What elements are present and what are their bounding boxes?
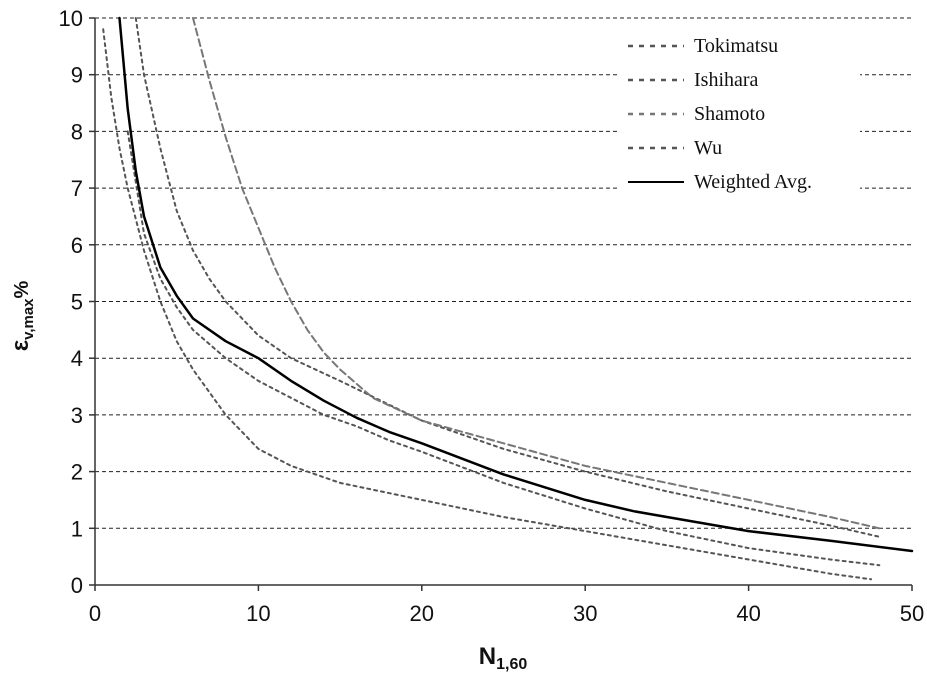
x-tick-label: 50 (900, 601, 924, 626)
x-axis-title-subscript: 1,60 (496, 656, 527, 673)
x-tick-label: 40 (736, 601, 760, 626)
y-tick-label: 8 (71, 119, 83, 144)
y-tick-label: 9 (71, 63, 83, 88)
legend-label: Wu (694, 137, 722, 159)
x-tick-labels: 0 10 20 30 40 50 (89, 585, 924, 626)
y-tick-label: 4 (71, 346, 83, 371)
legend: Tokimatsu Ishihara Shamoto Wu Weighted Avg. (620, 34, 860, 210)
legend-label: Ishihara (694, 69, 759, 91)
gridlines (95, 17, 912, 529)
series-line-ishihara (134, 17, 881, 538)
y-axis-title-subscript: v,max (20, 298, 37, 340)
y-tick-label: 7 (71, 176, 83, 201)
x-tick-label: 10 (246, 601, 270, 626)
legend-background (620, 34, 860, 210)
y-tick-labels: 0 1 2 3 4 5 6 7 8 9 10 (59, 6, 95, 598)
y-tick-label: 10 (59, 6, 83, 31)
y-tick-label: 5 (71, 290, 83, 315)
x-tick-label: 0 (89, 601, 101, 626)
x-axis-title: N1,60 (479, 643, 528, 673)
y-tick-label: 0 (71, 573, 83, 598)
y-axis-title-suffix: % (11, 280, 33, 298)
x-tick-label: 30 (573, 601, 597, 626)
y-tick-label: 2 (71, 460, 83, 485)
y-tick-label: 6 (71, 233, 83, 258)
y-tick-label: 3 (71, 403, 83, 428)
series-line-wu (126, 130, 881, 567)
x-tick-label: 20 (410, 601, 434, 626)
y-tick-label: 1 (71, 516, 83, 541)
legend-label: Weighted Avg. (694, 171, 812, 193)
series-lines (102, 16, 914, 581)
legend-label: Tokimatsu (694, 35, 778, 57)
legend-label: Shamoto (694, 103, 765, 125)
series-line-shamoto (192, 17, 881, 530)
y-axis-title-main: ε (7, 340, 34, 351)
series-line-tokimatsu (102, 28, 873, 581)
x-axis-title-main: N (479, 643, 496, 670)
y-axis-title: εv,max% (7, 280, 37, 351)
series-line-weighted-avg (118, 16, 914, 553)
